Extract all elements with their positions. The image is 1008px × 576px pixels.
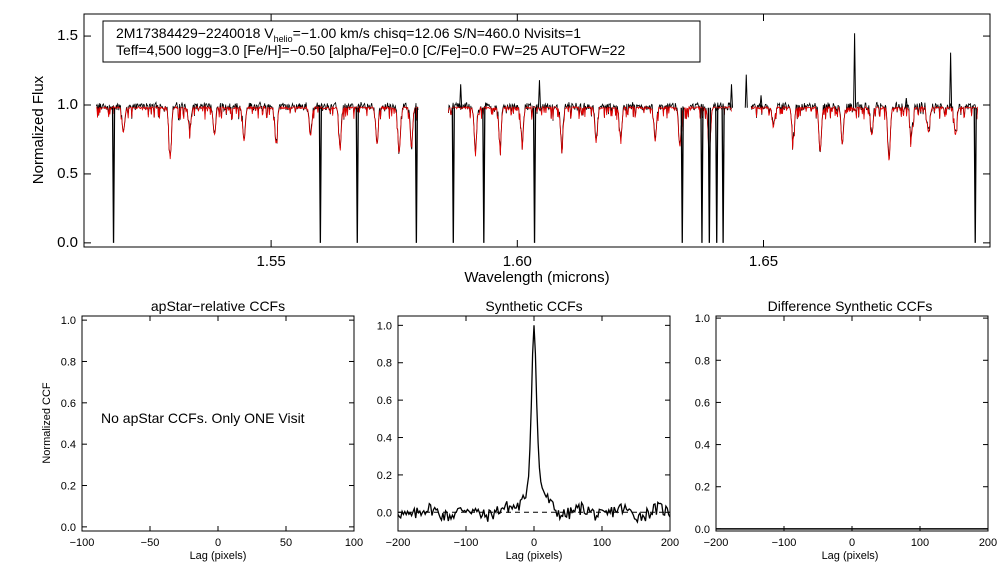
synthetic-xtick-label: −100 xyxy=(454,537,479,549)
spectrum-emission-spike xyxy=(904,98,908,108)
apstar-ticks-group: −100 −50 0 50 100 0.0 0.2 0.4 0.6 0.8 1.0 xyxy=(61,315,363,549)
spectrum-ytick-label: 0.5 xyxy=(57,165,78,182)
spectrum-xtick-label: 1.65 xyxy=(749,253,778,270)
spectrum-ytick-label: 0.0 xyxy=(57,234,78,251)
apstar-xtick-label: 100 xyxy=(345,537,363,549)
spectrum-bad-pixel-drop xyxy=(111,107,116,243)
spectrum-xtick-label: 1.60 xyxy=(503,253,532,270)
synthetic-ticks-group: −200 −100 0 100 200 0.0 0.2 0.4 0.6 0.8 1.0 xyxy=(377,316,679,549)
spectrum-panel: 1.55 1.60 1.65 0.0 0.5 1.0 1.5 Wavelength (mic… xyxy=(30,13,991,286)
difference-ytick-label: 1.0 xyxy=(695,313,710,325)
spectrum-bad-pixel-drop xyxy=(318,107,322,243)
info-line-1-subscript: helio xyxy=(274,34,293,44)
synthetic-data-group xyxy=(397,325,671,524)
difference-ytick-label: 0.4 xyxy=(695,440,710,452)
info-line-1-start: 2M17384429−2240018 V xyxy=(116,25,274,41)
difference-ticks-group: −200 −100 0 100 200 0.0 0.2 0.4 0.6 0.8 1.0 xyxy=(695,313,997,549)
apstar-ytick-label: 1.0 xyxy=(61,315,76,327)
synthetic-xlabel: Lag (pixels) xyxy=(506,550,563,562)
spectrum-emission-spike xyxy=(729,84,733,108)
difference-xtick-label: −200 xyxy=(704,537,729,549)
spectrum-xlabel: Wavelength (microns) xyxy=(464,269,609,286)
apstar-title: apStar−relative CCFs xyxy=(151,298,285,314)
difference-title: Difference Synthetic CCFs xyxy=(768,298,933,314)
difference-ytick-label: 0.8 xyxy=(695,355,710,367)
spectrum-bad-pixel-drop xyxy=(715,107,719,243)
difference-xtick-label: 0 xyxy=(849,537,855,549)
spectrum-ytick-label: 1.0 xyxy=(57,96,78,113)
synthetic-xtick-label: 200 xyxy=(661,537,679,549)
difference-xtick-label: −100 xyxy=(772,537,797,549)
apstar-ytick-label: 0.8 xyxy=(61,356,76,368)
spectrum-bad-pixel-drop xyxy=(355,107,359,243)
synthetic-ytick-label: 1.0 xyxy=(377,320,392,332)
spectrum-bad-pixel-drop xyxy=(414,107,419,243)
apstar-message: No apStar CCFs. Only ONE Visit xyxy=(101,410,305,426)
apstar-xtick-label: 50 xyxy=(280,537,292,549)
synthetic-ytick-label: 0.8 xyxy=(377,358,392,370)
spectrum-emission-spike xyxy=(744,74,748,108)
difference-ytick-label: 0.6 xyxy=(695,397,710,409)
spectrum-emission-spike xyxy=(537,80,541,108)
spectrum-axes-frame xyxy=(83,13,991,248)
synthetic-ccf-line xyxy=(397,325,671,524)
synthetic-ytick-label: 0.6 xyxy=(377,395,392,407)
apstar-ytick-label: 0.4 xyxy=(61,439,76,451)
difference-xtick-label: 100 xyxy=(911,537,929,549)
spectrum-observed-line xyxy=(95,101,419,156)
apstar-xtick-label: −50 xyxy=(141,537,160,549)
synthetic-ytick-label: 0.4 xyxy=(377,433,392,445)
spectrum-info-line-2: Teff=4,500 logg=3.0 [Fe/H]=−0.50 [alpha/… xyxy=(116,42,625,58)
spectrum-bad-pixel-drop xyxy=(721,107,725,243)
spectrum-emission-spike xyxy=(459,84,463,108)
apstar-xtick-label: 0 xyxy=(215,537,221,549)
difference-ytick-label: 0.0 xyxy=(695,524,710,536)
synthetic-axes-frame xyxy=(397,315,671,532)
spectrum-ylabel: Normalized Flux xyxy=(30,75,47,184)
apstar-xtick-label: −100 xyxy=(70,537,95,549)
spectrum-info-line-1: 2M17384429−2240018 Vhelio=−1.00 km/s chi… xyxy=(116,25,581,44)
spectrum-model-line xyxy=(750,105,978,161)
spectrum-ticks-group: 1.55 1.60 1.65 0.0 0.5 1.0 1.5 xyxy=(57,14,990,270)
spectrum-info-box xyxy=(102,20,701,63)
apstar-ytick-label: 0.0 xyxy=(61,522,76,534)
spectrum-xtick-label: 1.55 xyxy=(257,253,286,270)
synthetic-xtick-label: 0 xyxy=(531,537,537,549)
spectrum-model-line xyxy=(95,105,419,160)
difference-panel: Difference Synthetic CCFs −200 −100 0 100 20… xyxy=(695,298,997,562)
spectrum-data-group xyxy=(95,33,978,243)
spectrum-bad-pixel-drop xyxy=(700,107,704,243)
apstar-panel: apStar−relative CCFs −100 −50 0 50 100 0.0 0.2… xyxy=(41,298,363,562)
spectrum-bad-pixel-drop xyxy=(973,107,977,243)
info-line-1-end: =−1.00 km/s chisq=12.06 S/N=460.0 Nvisit… xyxy=(293,25,582,41)
synthetic-panel: Synthetic CCFs −200 −100 0 100 200 0.0 0.2 0.4 0… xyxy=(377,298,679,562)
synthetic-title: Synthetic CCFs xyxy=(485,298,582,314)
apstar-ytick-label: 0.2 xyxy=(61,481,76,493)
apstar-ytick-label: 0.6 xyxy=(61,398,76,410)
synthetic-ytick-label: 0.0 xyxy=(377,507,392,519)
spectrum-bad-pixel-drop xyxy=(451,107,455,243)
synthetic-xtick-label: 100 xyxy=(593,537,611,549)
apstar-ylabel: Normalized CCF xyxy=(41,382,53,464)
synthetic-ytick-label: 0.2 xyxy=(377,470,392,482)
spectrum-ytick-label: 1.5 xyxy=(57,27,78,44)
difference-axes-frame xyxy=(715,315,989,532)
apstar-xlabel: Lag (pixels) xyxy=(190,550,247,562)
spectrum-bad-pixel-drop xyxy=(482,107,486,243)
spectrum-bad-pixel-drop xyxy=(707,107,711,243)
spectrum-emission-spike xyxy=(853,33,857,108)
spectrum-emission-spike xyxy=(759,95,763,108)
spectrum-bad-pixel-drop xyxy=(532,107,537,243)
spectrum-model-line xyxy=(448,105,732,157)
synthetic-xtick-label: −200 xyxy=(386,537,411,549)
difference-xlabel: Lag (pixels) xyxy=(822,550,879,562)
difference-xtick-label: 200 xyxy=(979,537,997,549)
spectrum-emission-spike xyxy=(949,52,953,108)
difference-ytick-label: 0.2 xyxy=(695,482,710,494)
